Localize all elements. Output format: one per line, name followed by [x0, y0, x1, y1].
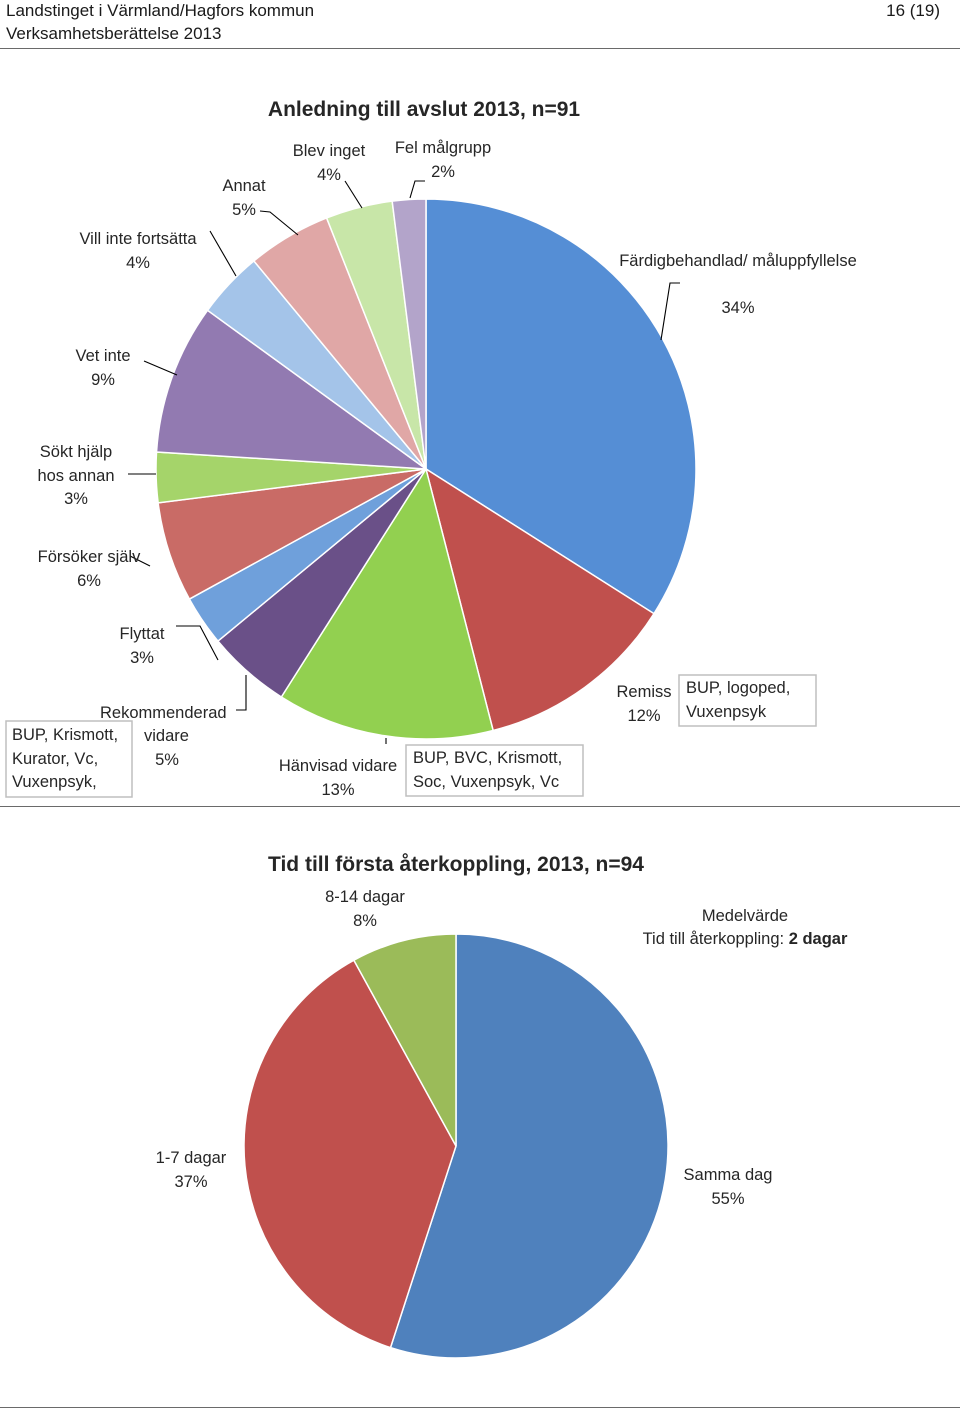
- label-1-7-dagar-pct: 37%: [174, 1173, 207, 1191]
- annotation-remiss-line2: Vuxenpsyk: [686, 703, 767, 721]
- pie-slice-8-14-dagar: [352, 933, 457, 1147]
- label-vill-inte-pct: 4%: [126, 254, 150, 272]
- annotation-rek-line2: Kurator, Vc,: [12, 750, 98, 768]
- pie-slice-fel-målgrupp: [391, 198, 427, 470]
- label-sokt-hjalp-line1: Sökt hjälp: [40, 443, 112, 461]
- pie-slice-vet-inte: [155, 309, 429, 470]
- annotation-box-remiss: BUP, logoped, Vuxenpsyk: [678, 674, 817, 727]
- label-flyttat-pct: 3%: [130, 649, 154, 667]
- label-annat: Annat: [222, 177, 266, 195]
- label-fardigbehandlad-pct: 34%: [721, 299, 754, 317]
- label-annat-pct: 5%: [232, 201, 256, 219]
- label-fel-malgrupp-pct: 2%: [431, 163, 455, 181]
- pie-chart-avslut: Anledning till avslut 2013, n=91 Färdigb…: [5, 98, 857, 799]
- annotation-box-hanvisad: BUP, BVC, Krismott, Soc, Vuxenpsyk, Vc: [405, 744, 584, 797]
- label-remiss: Remiss: [616, 683, 671, 701]
- chart-title: Tid till första återkoppling, 2013, n=94: [268, 853, 644, 876]
- annotation-hanvisad-line2: Soc, Vuxenpsyk, Vc: [413, 773, 559, 791]
- annotation-remiss-line1: BUP, logoped,: [686, 679, 790, 697]
- pie-slice-hänvisad-vidare: [280, 467, 495, 740]
- pie-slice-1-7-dagar: [243, 959, 457, 1349]
- pie-slice-färdigbehandlad-måluppfyllelse: [425, 198, 697, 615]
- label-8-14-dagar: 8-14 dagar: [325, 888, 405, 906]
- label-fardigbehandlad-line1: Färdigbehandlad/ måluppfyllelse: [619, 252, 857, 270]
- header-divider: [0, 48, 960, 49]
- label-vill-inte: Vill inte fortsätta: [79, 230, 197, 248]
- pie-slices: [155, 198, 697, 740]
- header-page-number: 16 (19): [886, 1, 940, 20]
- annotation-hanvisad-line1: BUP, BVC, Krismott,: [413, 749, 562, 767]
- annotation-rek-line3: Vuxenpsyk,: [12, 773, 97, 791]
- label-hanvisad: Hänvisad vidare: [279, 757, 397, 775]
- label-sokt-hjalp-line2: hos annan: [37, 467, 114, 485]
- annotation-rek-line1: BUP, Krismott,: [12, 726, 118, 744]
- label-fel-malgrupp: Fel målgrupp: [395, 139, 491, 157]
- label-rekommenderad-line2: vidare: [144, 727, 189, 745]
- header-report-title: Verksamhetsberättelse 2013: [6, 24, 222, 43]
- leader-lines: [128, 180, 680, 744]
- pie-slice-samma-dag: [389, 933, 669, 1359]
- label-sokt-hjalp-pct: 3%: [64, 490, 88, 508]
- chart-title: Anledning till avslut 2013, n=91: [268, 98, 581, 121]
- label-1-7-dagar: 1-7 dagar: [156, 1149, 227, 1167]
- label-fardigbehandlad: Färdigbehandlad/ måluppfyllelse: [619, 252, 857, 270]
- pie-slices: [243, 933, 669, 1359]
- section-divider: [0, 806, 960, 807]
- label-blev-inget-pct: 4%: [317, 166, 341, 184]
- label-flyttat: Flyttat: [120, 625, 165, 643]
- label-samma-dag: Samma dag: [684, 1166, 773, 1184]
- slice-labels: Färdigbehandlad/ måluppfyllelse 34% Remi…: [37, 139, 856, 799]
- label-vet-inte: Vet inte: [75, 347, 130, 365]
- label-vet-inte-pct: 9%: [91, 371, 115, 389]
- label-forsoker-sjalv-pct: 6%: [77, 572, 101, 590]
- label-samma-dag-pct: 55%: [711, 1190, 744, 1208]
- medelvarde-label: Tid till återkoppling:: [643, 930, 789, 948]
- annotation-box-rekommenderad: BUP, Krismott, Kurator, Vc, Vuxenpsyk,: [5, 720, 133, 798]
- medelvarde-heading: Medelvärde: [702, 907, 788, 925]
- label-remiss-pct: 12%: [627, 707, 660, 725]
- label-forsoker-sjalv: Försöker själv: [38, 548, 141, 566]
- pie-chart-aterkoppling: Tid till första återkoppling, 2013, n=94…: [156, 853, 848, 1359]
- footer-divider: [0, 1407, 960, 1408]
- label-blev-inget: Blev inget: [293, 142, 366, 160]
- pie-slice-remiss: [424, 467, 656, 732]
- label-rekommenderad-line1: Rekommenderad: [100, 704, 227, 722]
- header-organization: Landstinget i Värmland/Hagfors kommun: [6, 1, 315, 20]
- label-rekommenderad-pct: 5%: [155, 751, 179, 769]
- label-hanvisad-pct: 13%: [321, 781, 354, 799]
- slice-labels: Samma dag 55% 1-7 dagar 37% 8-14 dagar 8…: [156, 888, 848, 1208]
- label-8-14-dagar-pct: 8%: [353, 912, 377, 930]
- medelvarde-value: 2 dagar: [789, 930, 848, 948]
- medelvarde-text: Tid till återkoppling: 2 dagar: [643, 930, 848, 948]
